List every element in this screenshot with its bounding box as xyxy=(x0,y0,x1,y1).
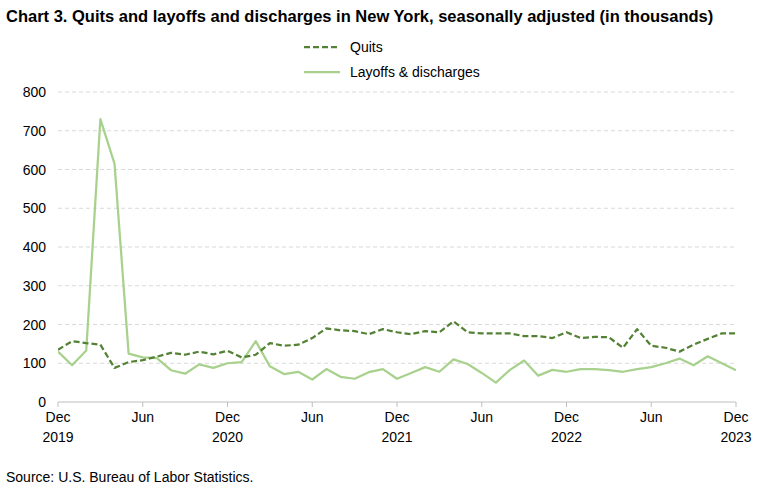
plot-area xyxy=(58,119,736,383)
legend-swatch xyxy=(304,46,340,48)
x-tick-label-part: 2019 xyxy=(42,429,73,445)
grid-line xyxy=(58,169,736,170)
y-tick-label: 200 xyxy=(23,317,47,333)
x-tick-label-part: Jun xyxy=(640,409,663,425)
y-tick-label: 100 xyxy=(23,355,47,371)
y-tick-label: 400 xyxy=(23,239,47,255)
x-tick-label-part: Jun xyxy=(301,409,324,425)
legend-swatch xyxy=(304,71,340,73)
y-tick-label: 0 xyxy=(38,394,46,410)
x-tick-label-part: Jun xyxy=(470,409,493,425)
x-tick xyxy=(312,402,313,407)
x-tick xyxy=(142,402,143,407)
y-tick-label: 800 xyxy=(23,84,47,100)
grid-line xyxy=(58,92,736,93)
x-tick-label: Dec 2022 xyxy=(551,409,582,445)
source: Source: U.S. Bureau of Labor Statistics. xyxy=(6,469,253,485)
x-tick xyxy=(566,402,567,407)
x-tick-label-part: Dec xyxy=(215,409,240,425)
x-tick xyxy=(736,402,737,407)
x-tick-label: Jun xyxy=(131,409,154,425)
y-tick-label: 500 xyxy=(23,200,47,216)
x-tick-label-part: Dec xyxy=(554,409,579,425)
y-tick-label: 700 xyxy=(23,123,47,139)
x-tick xyxy=(227,402,228,407)
x-tick-label: Dec 2020 xyxy=(212,409,243,445)
x-tick-label: Jun xyxy=(301,409,324,425)
y-tick-label: 600 xyxy=(23,162,47,178)
chart: Chart 3. Quits and layoffs and discharge… xyxy=(0,0,780,488)
x-tick-label: Dec 2019 xyxy=(42,409,73,445)
legend-label: Quits xyxy=(350,39,383,55)
x-tick-label-part: Dec xyxy=(46,409,71,425)
x-tick-label-part: Dec xyxy=(385,409,410,425)
x-tick-label-part: 2023 xyxy=(720,429,751,445)
x-tick xyxy=(397,402,398,407)
x-tick-label-part: Dec xyxy=(724,409,749,425)
legend-label: Layoffs & discharges xyxy=(350,64,480,80)
grid-line xyxy=(58,247,736,248)
grid-line xyxy=(58,363,736,364)
x-tick-label: Dec 2023 xyxy=(720,409,751,445)
x-tick-label: Jun xyxy=(640,409,663,425)
x-tick-label-part: 2020 xyxy=(212,429,243,445)
grid-line xyxy=(58,208,736,209)
series-line xyxy=(58,119,736,383)
title: Chart 3. Quits and layoffs and discharge… xyxy=(6,7,713,25)
x-tick xyxy=(651,402,652,407)
series-line xyxy=(58,321,736,368)
x-tick xyxy=(58,402,59,407)
x-tick-label: Jun xyxy=(470,409,493,425)
grid-line xyxy=(58,285,736,286)
x-tick-label-part: 2021 xyxy=(381,429,412,445)
grid-line xyxy=(58,324,736,325)
grid-line xyxy=(58,130,736,131)
x-tick-label: Dec 2021 xyxy=(381,409,412,445)
y-tick-label: 300 xyxy=(23,278,47,294)
x-tick xyxy=(481,402,482,407)
x-tick-label-part: 2022 xyxy=(551,429,582,445)
x-tick-label-part: Jun xyxy=(131,409,154,425)
